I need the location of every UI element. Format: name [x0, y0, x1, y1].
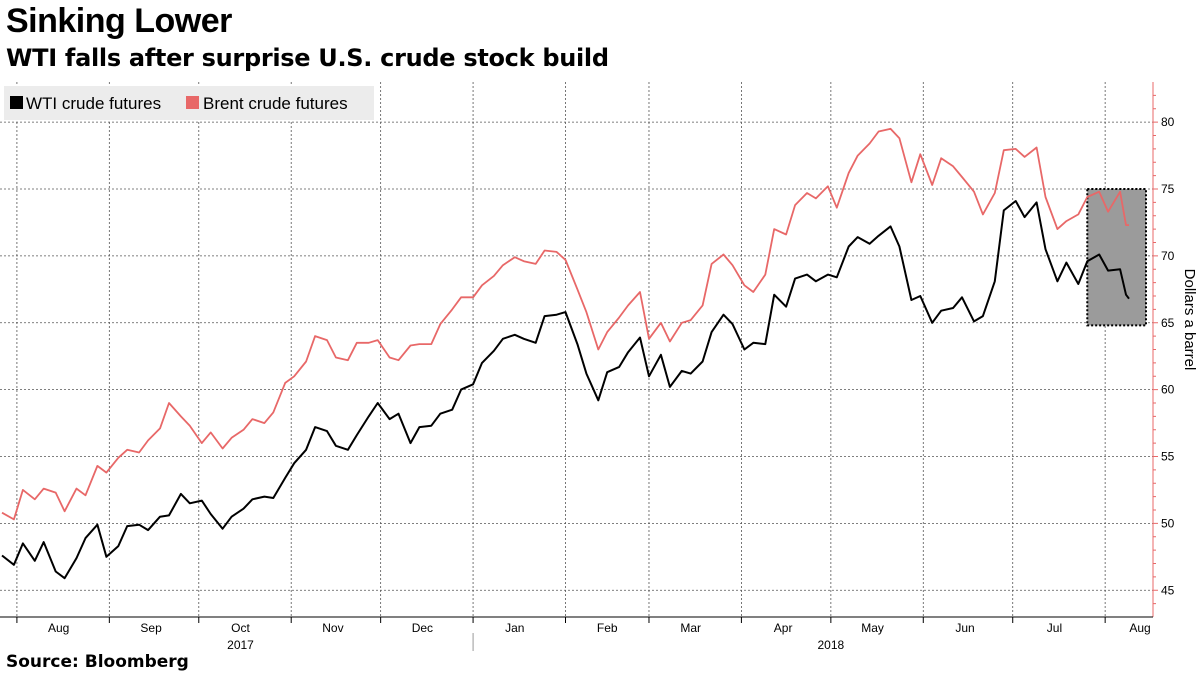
- y-tick-label: 80: [1161, 115, 1175, 129]
- x-tick-label: Jan: [505, 621, 524, 635]
- y-tick-label: 60: [1161, 383, 1175, 397]
- x-tick-label: Dec: [412, 621, 433, 635]
- y-tick-label: 55: [1161, 450, 1175, 464]
- x-tick-label: May: [861, 621, 884, 635]
- legend-label-brent: Brent crude futures: [203, 94, 348, 113]
- chart-subtitle: WTI falls after surprise U.S. crude stoc…: [6, 44, 609, 72]
- x-tick-label: Jun: [955, 621, 974, 635]
- x-tick-label: Oct: [231, 621, 250, 635]
- x-tick-label: Nov: [322, 621, 343, 635]
- chart-title: Sinking Lower: [6, 2, 232, 40]
- x-tick-label: Jul: [1047, 621, 1062, 635]
- x-tick-label: Aug: [48, 621, 69, 635]
- legend-label-wti: WTI crude futures: [26, 94, 161, 113]
- y-tick-label: 50: [1161, 516, 1175, 530]
- year-label: 2017: [227, 638, 254, 652]
- y-axis-label: Dollars a barrel: [1181, 269, 1198, 371]
- legend-swatch-brent: [186, 96, 199, 109]
- y-tick-label: 75: [1161, 182, 1175, 196]
- series-line-wti: [1, 200, 1130, 580]
- legend: WTI crude futures Brent crude futures: [4, 86, 374, 120]
- y-tick-label: 70: [1161, 249, 1175, 263]
- x-tick-label: Sep: [140, 621, 162, 635]
- series-line-brent: [1, 127, 1129, 521]
- x-tick-label: Aug: [1129, 621, 1150, 635]
- x-tick-label: Apr: [774, 621, 793, 635]
- legend-swatch-wti: [10, 96, 23, 109]
- y-tick-label: 45: [1161, 583, 1175, 597]
- x-tick-label: Mar: [680, 621, 701, 635]
- grid: [0, 82, 1153, 617]
- highlight-box: [1086, 188, 1148, 327]
- y-ticks: 45 50 55 60 65 70 75 80: [1153, 94, 1175, 605]
- x-tick-label: Feb: [597, 621, 618, 635]
- x-ticks: Aug Sep Oct Nov Dec Jan Feb Mar Apr May Jun Jul Aug 2…: [16, 617, 1151, 652]
- series-layer: [1, 127, 1130, 580]
- source-note: Source: Bloomberg: [6, 652, 189, 672]
- y-tick-label: 65: [1161, 316, 1175, 330]
- year-label: 2018: [818, 638, 845, 652]
